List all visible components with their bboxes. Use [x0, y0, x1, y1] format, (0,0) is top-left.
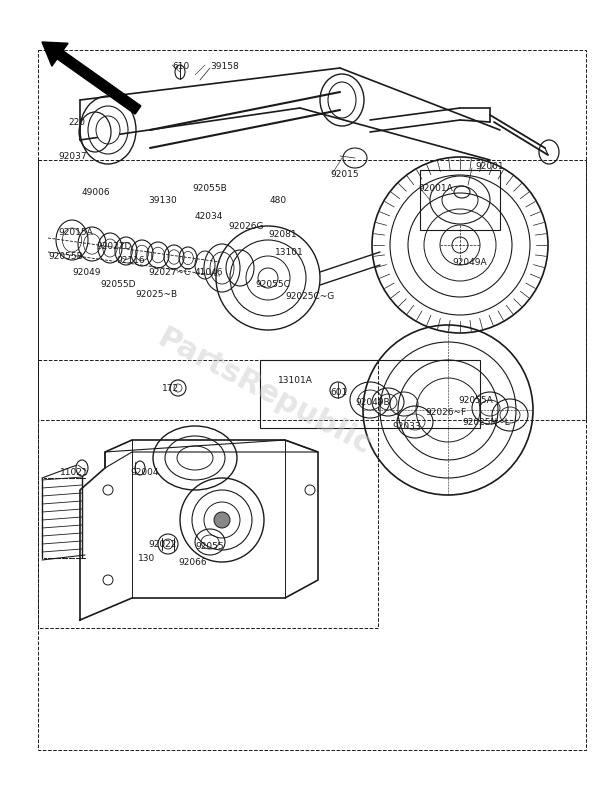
Text: 92022: 92022: [148, 540, 176, 549]
Text: 92004: 92004: [130, 468, 158, 477]
Text: 13101A: 13101A: [278, 376, 313, 385]
Bar: [420, 170, 500, 230]
Text: 92055D: 92055D: [100, 280, 136, 289]
Text: 92049B: 92049B: [355, 398, 389, 407]
Text: 49006: 49006: [82, 188, 110, 197]
Text: 92055B: 92055B: [48, 252, 83, 261]
Text: 92037: 92037: [58, 152, 86, 161]
Text: 601: 601: [330, 388, 347, 397]
Ellipse shape: [175, 65, 185, 79]
Ellipse shape: [76, 460, 88, 476]
Bar: [38, 360, 378, 628]
Text: 39130: 39130: [148, 196, 177, 205]
Text: 92027D: 92027D: [96, 242, 131, 251]
Text: 130: 130: [138, 554, 155, 563]
Bar: [38, 160, 586, 420]
Ellipse shape: [96, 116, 120, 144]
Text: 92015: 92015: [330, 170, 359, 179]
Bar: [38, 50, 586, 750]
Text: 92027~C: 92027~C: [148, 268, 190, 277]
Ellipse shape: [258, 268, 278, 288]
Text: 41046: 41046: [195, 268, 223, 277]
Bar: [260, 360, 480, 428]
Text: 92025C~G: 92025C~G: [285, 292, 334, 301]
Ellipse shape: [204, 502, 240, 538]
Text: 92001: 92001: [475, 162, 503, 171]
Text: 92033: 92033: [392, 422, 421, 431]
Text: 92026~F: 92026~F: [425, 408, 466, 417]
Text: 92081: 92081: [268, 230, 296, 239]
Text: 172: 172: [162, 384, 179, 393]
Text: 92055C: 92055C: [255, 280, 290, 289]
Text: 92055: 92055: [195, 542, 224, 551]
FancyArrow shape: [42, 42, 141, 114]
Text: 11021: 11021: [60, 468, 89, 477]
Ellipse shape: [174, 384, 182, 392]
Text: 92026G: 92026G: [228, 222, 263, 231]
Text: 92015A: 92015A: [58, 228, 93, 237]
Ellipse shape: [163, 539, 173, 549]
Text: 92116: 92116: [116, 256, 145, 265]
Text: 92055A: 92055A: [458, 396, 493, 405]
Text: 92025H~L: 92025H~L: [462, 418, 510, 427]
Text: 42034: 42034: [195, 212, 223, 221]
Text: 13101: 13101: [275, 248, 304, 257]
Text: 92001A: 92001A: [418, 184, 453, 193]
Text: 220: 220: [68, 118, 85, 127]
Text: 39158: 39158: [210, 62, 239, 71]
Text: 610: 610: [172, 62, 189, 71]
Text: 92055B: 92055B: [192, 184, 227, 193]
Text: 92025~B: 92025~B: [135, 290, 177, 299]
Ellipse shape: [214, 512, 230, 528]
Text: 92049A: 92049A: [452, 258, 487, 267]
Ellipse shape: [452, 237, 468, 253]
Text: 92066: 92066: [178, 558, 206, 567]
Text: 480: 480: [270, 196, 287, 205]
Text: PartsRepublic: PartsRepublic: [152, 324, 376, 461]
Text: 92049: 92049: [72, 268, 101, 277]
